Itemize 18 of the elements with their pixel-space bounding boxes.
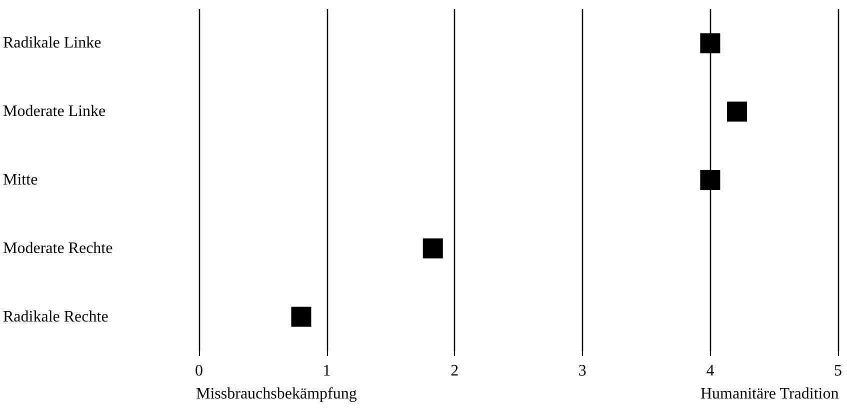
y-tick-label: Mitte bbox=[3, 172, 38, 188]
x-tick-label: 0 bbox=[195, 362, 203, 380]
x-tick-label: 3 bbox=[578, 362, 586, 380]
x-tick-label: 4 bbox=[706, 362, 714, 380]
point bbox=[700, 33, 720, 54]
y-tick-label: Radikale Rechte bbox=[3, 308, 108, 326]
y-tick-label: Moderate Linke bbox=[3, 103, 106, 120]
text: Humanitäre Tradition bbox=[700, 386, 839, 402]
point bbox=[727, 102, 748, 122]
x-tick-label: 2 bbox=[450, 362, 459, 380]
point bbox=[422, 238, 443, 258]
point bbox=[700, 170, 720, 190]
x-tick-label: 1 bbox=[322, 362, 331, 380]
point bbox=[291, 306, 312, 327]
y-tick-label: Moderate Rechte bbox=[3, 240, 113, 257]
text: Missbrauchsbekämpfung bbox=[196, 386, 357, 402]
y-tick-label: Radikale Linke bbox=[3, 34, 102, 52]
x-tick-label: 5 bbox=[834, 362, 842, 380]
